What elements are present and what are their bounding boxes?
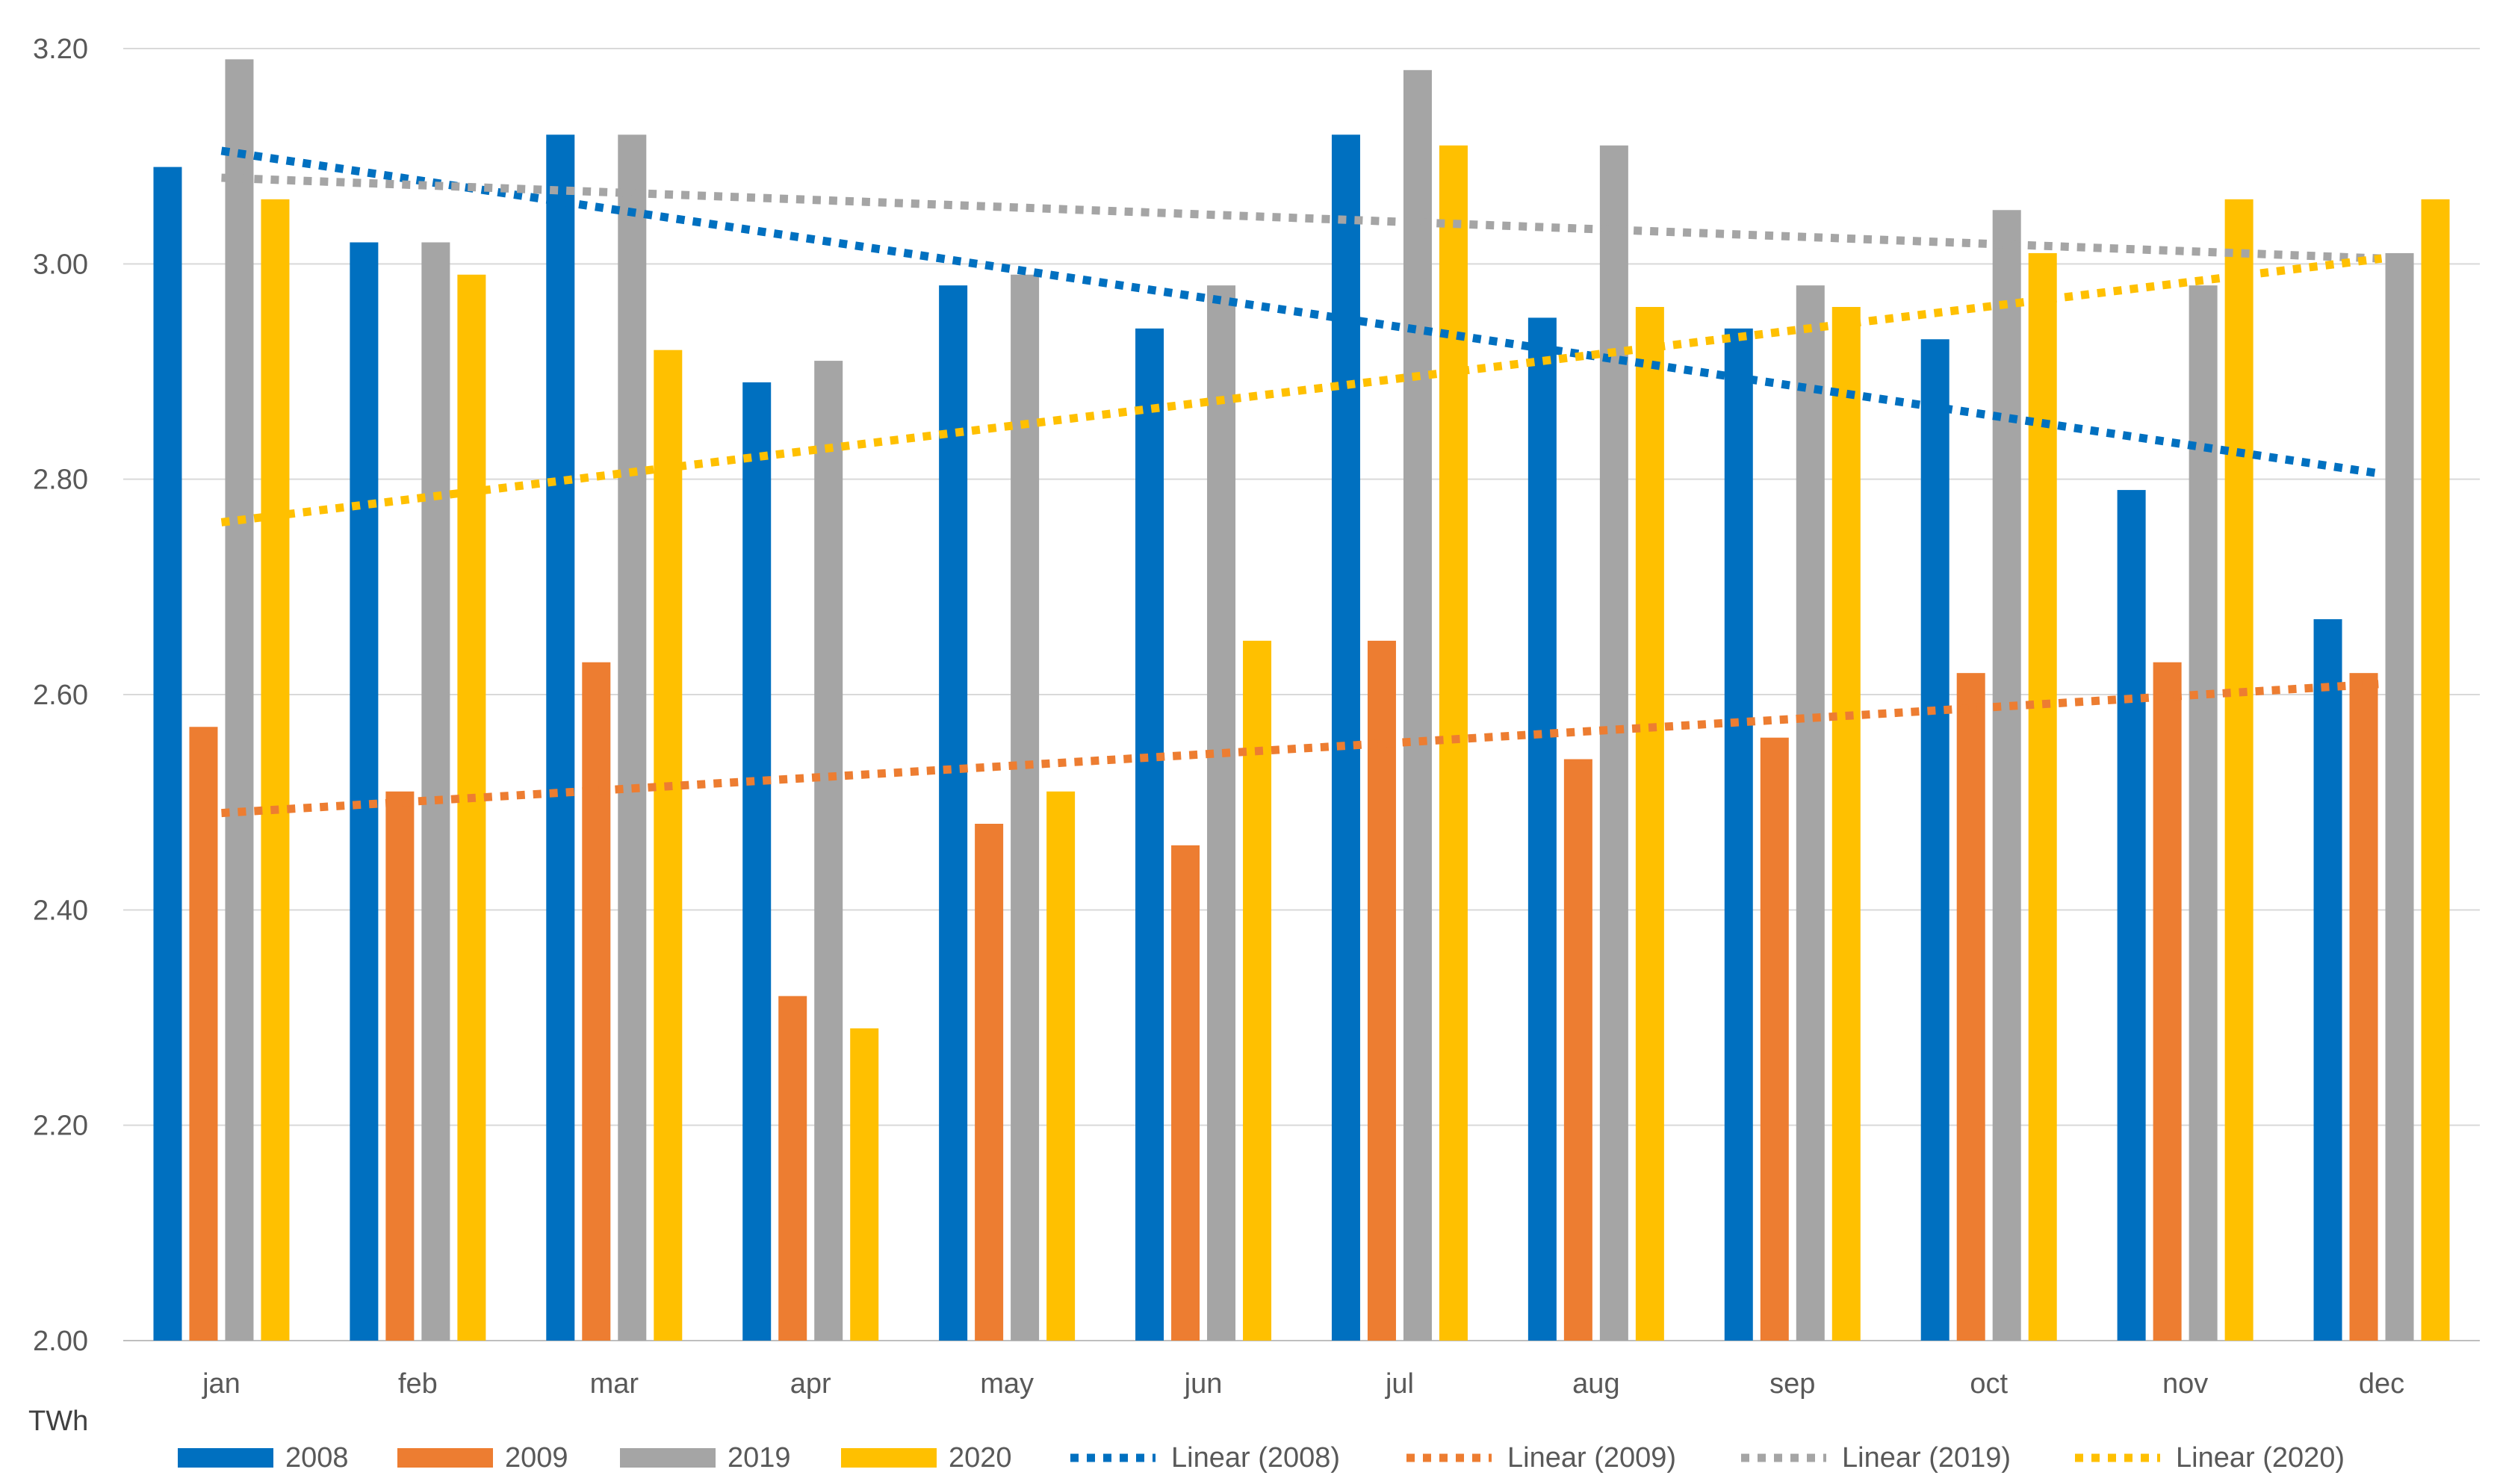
bar-2020-jun xyxy=(1243,640,1272,1341)
bar-2009-jun xyxy=(1171,845,1200,1341)
trendlines xyxy=(220,146,2383,818)
y-tick-label: 2.00 xyxy=(33,1326,88,1357)
x-tick-label-dec: dec xyxy=(2359,1368,2404,1400)
x-tick-label-feb: feb xyxy=(398,1368,438,1400)
x-axis-tick-labels: jan feb mar apr may jun jul aug sep oct nov dec xyxy=(202,1368,2404,1400)
bar-2009-sep xyxy=(1760,737,1789,1341)
legend-label-2009: 2009 xyxy=(505,1442,568,1474)
x-tick-label-nov: nov xyxy=(2162,1368,2208,1400)
bar-2020-nov xyxy=(2224,199,2253,1341)
bar-2008-dec xyxy=(2313,619,2342,1341)
y-tick-label: 2.40 xyxy=(33,895,88,926)
bar-2008-sep xyxy=(1724,328,1753,1341)
bar-2009-feb xyxy=(385,791,415,1341)
y-tick-label: 2.80 xyxy=(33,465,88,496)
y-tick-label: 3.20 xyxy=(33,34,88,65)
trendline-2020 xyxy=(220,254,2383,527)
trendline-2009 xyxy=(221,680,2382,818)
bar-2019-sep xyxy=(1796,285,1825,1341)
bar-2019-nov xyxy=(2189,285,2218,1341)
bar-2019-dec xyxy=(2385,252,2414,1341)
y-tick-label: 3.00 xyxy=(33,249,88,280)
legend-trend-label-3: Linear (2020) xyxy=(2176,1442,2345,1474)
bar-2020-feb xyxy=(457,274,486,1341)
bar-2008-may xyxy=(939,285,968,1341)
gridlines xyxy=(123,48,2480,1341)
bar-2009-jul xyxy=(1367,640,1396,1341)
bar-2009-jan xyxy=(189,727,218,1341)
bar-2009-oct xyxy=(1956,673,1985,1341)
bar-2009-dec xyxy=(2349,673,2378,1341)
legend-label-2020: 2020 xyxy=(949,1442,1012,1474)
trendline-2008 xyxy=(220,146,2383,478)
x-tick-label-jan: jan xyxy=(202,1368,241,1400)
bar-2019-oct xyxy=(1992,210,2021,1341)
x-tick-label-oct: oct xyxy=(1970,1368,2008,1400)
bar-2009-mar xyxy=(582,662,611,1341)
bars xyxy=(153,59,2450,1341)
bar-2008-jul xyxy=(1331,134,1360,1341)
legend-swatch-2019 xyxy=(620,1448,716,1468)
bar-2019-jun xyxy=(1207,285,1236,1341)
x-tick-label-jul: jul xyxy=(1385,1368,1414,1400)
legend-swatch-2008 xyxy=(178,1448,273,1468)
bar-2009-nov xyxy=(2153,662,2182,1341)
bar-2009-aug xyxy=(1563,759,1592,1341)
x-tick-label-sep: sep xyxy=(1769,1368,1815,1400)
bar-2020-apr xyxy=(850,1028,879,1341)
bar-2008-apr xyxy=(742,382,772,1341)
bar-2020-dec xyxy=(2421,199,2450,1341)
bar-2020-oct xyxy=(2028,252,2057,1341)
legend-trend-label-0: Linear (2008) xyxy=(1171,1442,1340,1474)
bar-2019-mar xyxy=(618,134,647,1341)
bar-2019-feb xyxy=(421,242,450,1341)
legend-label-2008: 2008 xyxy=(285,1442,349,1474)
bar-2008-nov xyxy=(2117,490,2146,1341)
bar-2008-mar xyxy=(546,134,575,1341)
legend-trend-label-2: Linear (2019) xyxy=(1842,1442,2011,1474)
bar-2008-aug xyxy=(1527,317,1557,1341)
bar-2019-apr xyxy=(814,361,843,1341)
bar-2019-aug xyxy=(1599,145,1628,1341)
bar-2008-oct xyxy=(1920,339,1949,1341)
y-tick-label: 2.60 xyxy=(33,680,88,711)
bar-2009-may xyxy=(975,824,1004,1341)
bar-2009-apr xyxy=(778,996,807,1341)
x-tick-label-may: may xyxy=(980,1368,1034,1400)
bar-2020-sep xyxy=(1831,307,1861,1341)
legend-label-2019: 2019 xyxy=(728,1442,791,1474)
bar-2020-jan xyxy=(261,199,290,1341)
bar-2020-aug xyxy=(1635,307,1664,1341)
bar-2019-jul xyxy=(1403,69,1432,1341)
legend: 2008 2009 2019 2020 Linear (2008) Linear (200… xyxy=(178,1442,2345,1474)
legend-swatch-2009 xyxy=(397,1448,493,1468)
y-axis-tick-labels: 2.00 2.20 2.40 2.60 2.80 3.00 3.20 xyxy=(33,34,88,1357)
bar-2020-may xyxy=(1046,791,1076,1341)
x-tick-label-aug: aug xyxy=(1572,1368,1619,1400)
bar-2008-jan xyxy=(153,167,182,1341)
bar-2019-jan xyxy=(225,59,254,1341)
x-tick-label-jun: jun xyxy=(1184,1368,1223,1400)
legend-trend-label-1: Linear (2009) xyxy=(1507,1442,1676,1474)
x-tick-label-mar: mar xyxy=(590,1368,639,1400)
trendline-2019 xyxy=(221,173,2382,263)
x-tick-label-apr: apr xyxy=(790,1368,831,1400)
y-tick-label: 2.20 xyxy=(33,1111,88,1142)
bar-2020-mar xyxy=(654,350,683,1341)
bar-2008-feb xyxy=(350,242,379,1341)
bar-2008-jun xyxy=(1135,328,1164,1341)
y-axis-unit-label: TWh xyxy=(28,1406,88,1437)
legend-swatch-2020 xyxy=(841,1448,937,1468)
bar-2019-may xyxy=(1011,274,1040,1341)
